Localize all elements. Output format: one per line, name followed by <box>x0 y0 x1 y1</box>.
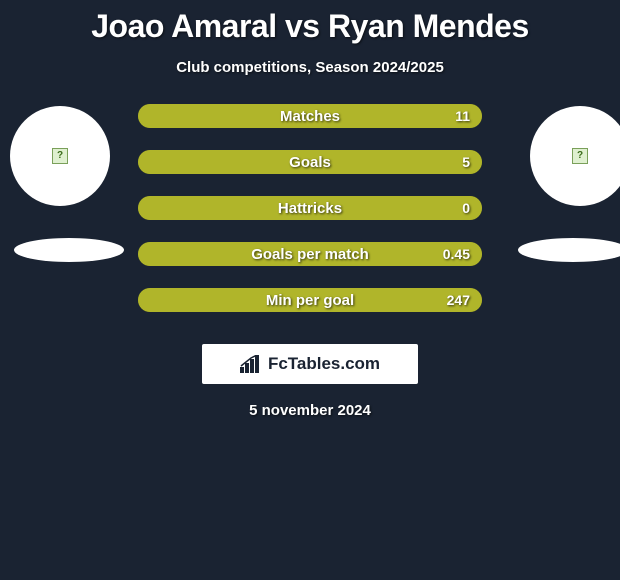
stat-bar-label: Matches <box>138 104 482 128</box>
stat-bar-value: 0 <box>462 196 470 220</box>
stat-bar-value: 11 <box>455 104 470 128</box>
stat-bar: Goals per match0.45 <box>138 242 482 266</box>
stat-bar: Hattricks0 <box>138 196 482 220</box>
stat-bar: Matches11 <box>138 104 482 128</box>
bar-chart-icon <box>240 355 262 373</box>
stat-bar: Goals5 <box>138 150 482 174</box>
stat-bars: Matches11 Goals5 Hattricks0 Goals per match… <box>138 104 482 334</box>
stat-bar-label: Hattricks <box>138 196 482 220</box>
player-left-body <box>14 238 124 262</box>
comparison-arena: ? ? Matches11 Goals5 Hattricks0 Goals per m… <box>0 104 620 334</box>
broken-image-icon: ? <box>572 148 588 164</box>
stat-bar: Min per goal247 <box>138 288 482 312</box>
player-right-avatar: ? <box>530 106 620 206</box>
stat-bar-label: Goals per match <box>138 242 482 266</box>
stat-bar-value: 5 <box>462 150 470 174</box>
player-right-body <box>518 238 620 262</box>
broken-image-icon: ? <box>52 148 68 164</box>
subtitle: Club competitions, Season 2024/2025 <box>0 59 620 76</box>
stat-bar-value: 0.45 <box>443 242 470 266</box>
stat-bar-value: 247 <box>447 288 470 312</box>
fctables-logo: FcTables.com <box>202 344 418 384</box>
page-title: Joao Amaral vs Ryan Mendes <box>0 8 620 45</box>
player-left-avatar: ? <box>10 106 110 206</box>
stat-bar-label: Goals <box>138 150 482 174</box>
brand-text: FcTables.com <box>268 354 380 374</box>
date-text: 5 november 2024 <box>0 402 620 419</box>
stat-bar-label: Min per goal <box>138 288 482 312</box>
